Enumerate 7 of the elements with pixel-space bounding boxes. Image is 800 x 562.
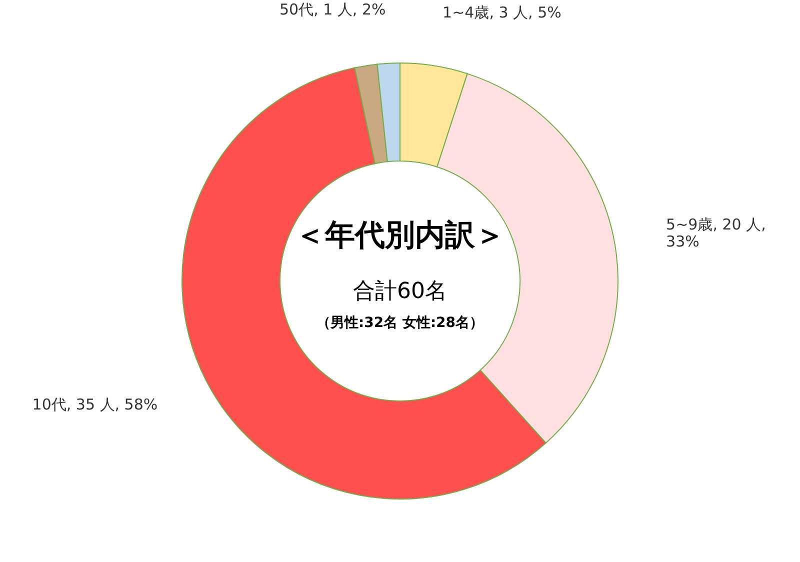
slice-label: 1~4歳, 3 人, 5% (442, 3, 562, 22)
text: 合計60名 (353, 279, 447, 304)
slice-label: 5~9歳, 20 人, 33% (666, 215, 766, 250)
text: （男性:32名 女性:28名） (316, 315, 484, 331)
text: ＜年代別内訳＞ (295, 218, 505, 253)
slice-label: 10代, 35 人, 58% (32, 395, 158, 414)
slice-label: 50代, 1 人, 2% (279, 0, 386, 18)
